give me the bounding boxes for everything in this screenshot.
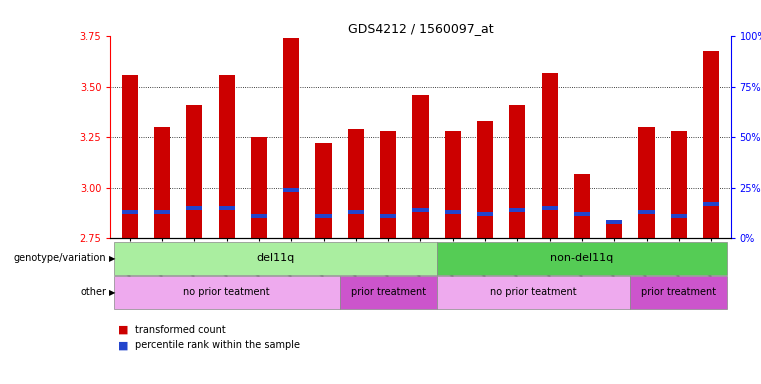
Bar bbox=[574, 174, 590, 238]
Bar bbox=[218, 75, 234, 238]
Text: ▶: ▶ bbox=[109, 254, 116, 263]
Bar bbox=[283, 188, 299, 192]
Bar bbox=[380, 131, 396, 238]
Bar bbox=[316, 143, 332, 238]
Text: percentile rank within the sample: percentile rank within the sample bbox=[135, 340, 300, 350]
Bar bbox=[542, 206, 558, 210]
Text: non-del11q: non-del11q bbox=[550, 253, 613, 263]
Bar bbox=[154, 127, 170, 238]
Bar bbox=[122, 210, 138, 214]
Bar bbox=[283, 38, 299, 238]
Bar bbox=[670, 214, 687, 218]
Bar bbox=[703, 202, 719, 205]
Text: prior treatment: prior treatment bbox=[351, 287, 425, 298]
Title: GDS4212 / 1560097_at: GDS4212 / 1560097_at bbox=[348, 22, 493, 35]
Bar bbox=[412, 95, 428, 238]
Bar bbox=[380, 214, 396, 218]
Bar bbox=[348, 210, 364, 214]
Bar bbox=[574, 212, 590, 216]
Text: other: other bbox=[81, 287, 107, 298]
Bar bbox=[122, 75, 138, 238]
Text: ■: ■ bbox=[118, 340, 129, 350]
Bar bbox=[607, 224, 622, 238]
Bar bbox=[444, 131, 461, 238]
Bar bbox=[218, 206, 234, 210]
Bar bbox=[607, 220, 622, 224]
Text: no prior teatment: no prior teatment bbox=[183, 287, 270, 298]
Bar bbox=[251, 137, 267, 238]
Bar bbox=[477, 121, 493, 238]
Text: genotype/variation: genotype/variation bbox=[14, 253, 107, 263]
Text: no prior teatment: no prior teatment bbox=[490, 287, 577, 298]
Bar bbox=[670, 131, 687, 238]
Bar bbox=[316, 214, 332, 218]
Text: del11q: del11q bbox=[256, 253, 295, 263]
Bar bbox=[509, 208, 525, 212]
Bar bbox=[444, 210, 461, 214]
Bar bbox=[542, 73, 558, 238]
Bar bbox=[638, 210, 654, 214]
Bar bbox=[186, 105, 202, 238]
Bar bbox=[186, 206, 202, 210]
Bar bbox=[703, 51, 719, 238]
Bar bbox=[154, 210, 170, 214]
Text: transformed count: transformed count bbox=[135, 325, 225, 335]
Bar bbox=[412, 208, 428, 212]
Bar bbox=[251, 214, 267, 218]
Text: prior treatment: prior treatment bbox=[642, 287, 716, 298]
Text: ■: ■ bbox=[118, 325, 129, 335]
Text: ▶: ▶ bbox=[109, 288, 116, 297]
Bar bbox=[638, 127, 654, 238]
Bar bbox=[348, 129, 364, 238]
Bar bbox=[477, 212, 493, 216]
Bar bbox=[509, 105, 525, 238]
